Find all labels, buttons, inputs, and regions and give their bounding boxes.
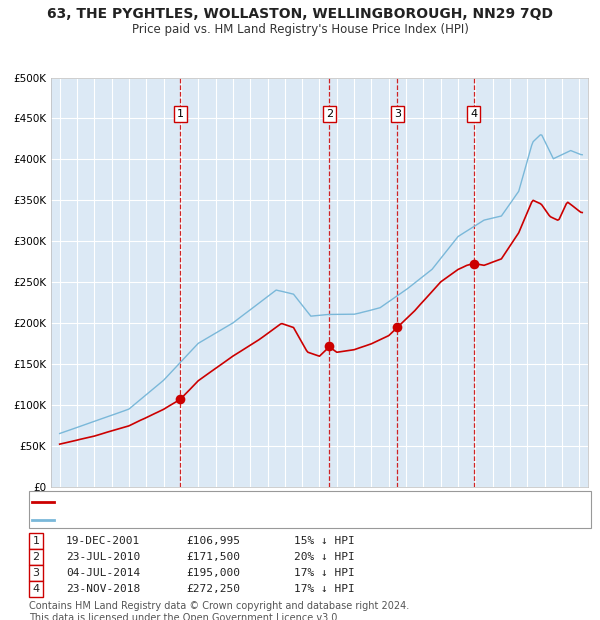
Text: HPI: Average price, detached house, North Northamptonshire: HPI: Average price, detached house, Nort… xyxy=(58,515,364,525)
Text: 23-JUL-2010: 23-JUL-2010 xyxy=(66,552,140,562)
Text: 20% ↓ HPI: 20% ↓ HPI xyxy=(294,552,355,562)
Text: 04-JUL-2014: 04-JUL-2014 xyxy=(66,568,140,578)
Text: Price paid vs. HM Land Registry's House Price Index (HPI): Price paid vs. HM Land Registry's House … xyxy=(131,23,469,36)
Text: 17% ↓ HPI: 17% ↓ HPI xyxy=(294,584,355,594)
Text: 1: 1 xyxy=(32,536,40,546)
Text: £272,250: £272,250 xyxy=(186,584,240,594)
Text: 2: 2 xyxy=(326,109,333,119)
Text: 19-DEC-2001: 19-DEC-2001 xyxy=(66,536,140,546)
Text: 63, THE PYGHTLES, WOLLASTON, WELLINGBOROUGH, NN29 7QD: 63, THE PYGHTLES, WOLLASTON, WELLINGBORO… xyxy=(47,7,553,22)
Text: £195,000: £195,000 xyxy=(186,568,240,578)
Text: 4: 4 xyxy=(32,584,40,594)
Text: 1: 1 xyxy=(177,109,184,119)
Text: £171,500: £171,500 xyxy=(186,552,240,562)
Text: Contains HM Land Registry data © Crown copyright and database right 2024.
This d: Contains HM Land Registry data © Crown c… xyxy=(29,601,409,620)
Text: 23-NOV-2018: 23-NOV-2018 xyxy=(66,584,140,594)
Text: 63, THE PYGHTLES, WOLLASTON, WELLINGBOROUGH, NN29 7QD (detached house): 63, THE PYGHTLES, WOLLASTON, WELLINGBORO… xyxy=(58,497,473,507)
Text: 15% ↓ HPI: 15% ↓ HPI xyxy=(294,536,355,546)
Text: 2: 2 xyxy=(32,552,40,562)
Text: 17% ↓ HPI: 17% ↓ HPI xyxy=(294,568,355,578)
Text: 4: 4 xyxy=(470,109,477,119)
Text: 3: 3 xyxy=(394,109,401,119)
Text: 3: 3 xyxy=(32,568,40,578)
Text: £106,995: £106,995 xyxy=(186,536,240,546)
